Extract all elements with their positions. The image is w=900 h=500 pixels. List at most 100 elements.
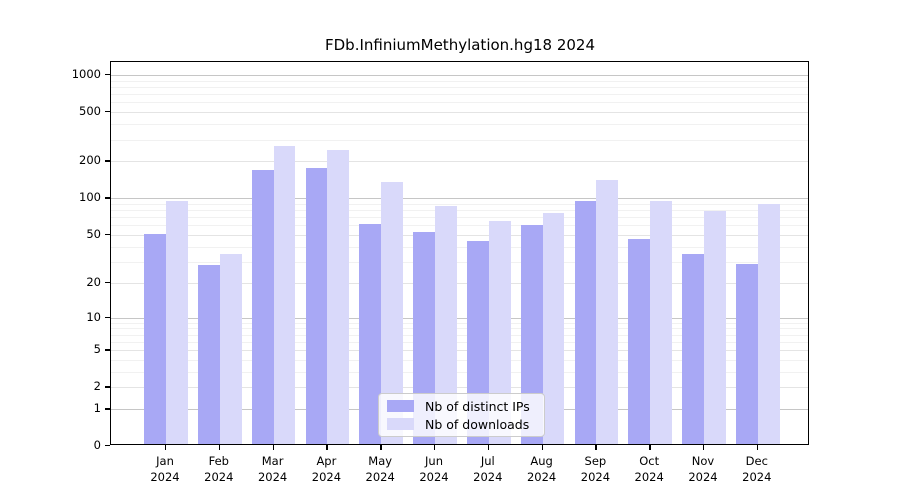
bar-downloads-dec	[757, 204, 780, 444]
bar-distinct-ips-apr	[305, 168, 328, 444]
bar-distinct-ips-jan	[144, 233, 166, 444]
x-tick	[434, 444, 436, 450]
y-tick	[105, 234, 110, 236]
x-tick-label: Dec 2024	[742, 453, 772, 485]
gridline-minor	[111, 334, 808, 336]
bar-downloads-nov	[704, 210, 726, 444]
y-tick	[105, 408, 110, 410]
legend-label-distinct-ips: Nb of distinct IPs	[425, 398, 530, 414]
x-tick	[595, 444, 597, 450]
x-tick-label: Jan 2024	[150, 453, 180, 485]
x-tick	[487, 444, 490, 450]
y-tick-label: 200	[79, 153, 101, 168]
y-tick	[105, 197, 110, 199]
bar-downloads-jan	[166, 200, 188, 444]
bar-distinct-ips-sep	[574, 200, 597, 444]
y-tick	[105, 444, 110, 446]
y-tick-label: 500	[79, 104, 101, 119]
x-tick-label: May 2024	[365, 453, 395, 485]
legend-label-downloads: Nb of downloads	[425, 416, 530, 432]
bar-downloads-may	[381, 182, 403, 444]
y-tick-label: 1000	[71, 66, 101, 81]
y-tick-label: 10	[86, 309, 101, 324]
gridline-labeled	[111, 235, 808, 237]
bar-distinct-ips-oct	[628, 239, 651, 444]
y-tick	[105, 73, 110, 76]
bar-downloads-jun	[435, 206, 457, 444]
legend-item-distinct-ips: Nb of distinct IPs	[387, 399, 536, 414]
gridline-labeled	[111, 112, 808, 114]
gridline-minor	[111, 372, 808, 373]
bar-downloads-apr	[327, 150, 350, 444]
bar-distinct-ips-jun	[413, 231, 435, 444]
gridline-minor	[111, 203, 808, 205]
gridline-labeled	[111, 161, 808, 163]
gridline-labeled	[111, 282, 808, 284]
x-tick	[380, 444, 382, 450]
y-tick	[105, 111, 110, 113]
bar-distinct-ips-aug	[520, 224, 543, 444]
gridline-minor	[111, 102, 808, 104]
y-tick	[105, 386, 110, 388]
x-tick	[703, 444, 705, 450]
gridline-labeled	[111, 387, 808, 389]
y-tick-label: 100	[79, 190, 101, 205]
x-tick	[756, 444, 759, 450]
y-tick-label: 0	[93, 437, 101, 452]
gridline-minor	[111, 80, 808, 82]
gridline-minor	[111, 328, 808, 330]
x-tick-label: Feb 2024	[204, 453, 234, 485]
x-tick	[541, 444, 543, 450]
gridline-labeled	[111, 350, 808, 352]
y-tick	[105, 160, 110, 162]
gridline-minor	[111, 359, 808, 361]
chart-title: FDb.InfiniumMethylation.hg18 2024	[325, 36, 595, 54]
bar-downloads-sep	[596, 180, 619, 444]
bar-downloads-mar	[273, 146, 296, 444]
gridline-minor	[111, 246, 808, 248]
bar-downloads-jul	[488, 221, 511, 444]
x-tick-label: Mar 2024	[257, 453, 288, 485]
legend-item-downloads: Nb of downloads	[387, 417, 536, 432]
bar-distinct-ips-dec	[736, 263, 758, 444]
gridline-minor	[111, 322, 808, 324]
y-tick	[105, 281, 110, 284]
y-tick-label: 2	[93, 379, 101, 394]
x-tick-label: Apr 2024	[311, 453, 342, 485]
legend-swatch-distinct-ips	[387, 400, 414, 412]
y-tick-label: 50	[86, 227, 101, 242]
bar-downloads-aug	[542, 212, 565, 444]
x-tick-label: Jun 2024	[419, 453, 449, 485]
gridline-minor	[111, 225, 808, 227]
plot-area	[110, 61, 809, 445]
y-tick-label: 5	[93, 342, 101, 357]
gridline-decade	[111, 74, 808, 76]
x-tick-label: Oct 2024	[634, 453, 664, 485]
gridline-minor	[111, 94, 808, 95]
bar-distinct-ips-feb	[198, 265, 220, 444]
x-tick	[326, 444, 328, 450]
gridline-minor	[111, 210, 808, 212]
gridline-minor	[111, 139, 808, 141]
x-tick-label: Jul 2024	[473, 453, 503, 485]
bar-distinct-ips-nov	[682, 253, 704, 444]
bar-distinct-ips-may	[359, 223, 382, 444]
x-tick-label: Sep 2024	[580, 453, 611, 485]
bar-downloads-feb	[219, 253, 242, 444]
legend: Nb of distinct IPs Nb of downloads	[378, 393, 545, 437]
gridline-minor	[111, 217, 808, 219]
x-tick-label: Aug 2024	[526, 453, 557, 485]
gridline-minor	[111, 124, 808, 126]
x-tick	[165, 444, 167, 450]
y-tick-label: 20	[86, 274, 101, 289]
gridline-decade	[111, 198, 808, 200]
legend-swatch-downloads	[387, 418, 414, 430]
y-tick	[105, 316, 110, 318]
x-tick	[218, 444, 221, 450]
y-tick-label: 1	[93, 401, 101, 416]
x-tick	[272, 444, 274, 450]
gridline-minor	[111, 261, 808, 263]
x-tick	[649, 444, 651, 450]
gridline-decade	[111, 317, 808, 319]
bar-distinct-ips-mar	[251, 169, 274, 444]
